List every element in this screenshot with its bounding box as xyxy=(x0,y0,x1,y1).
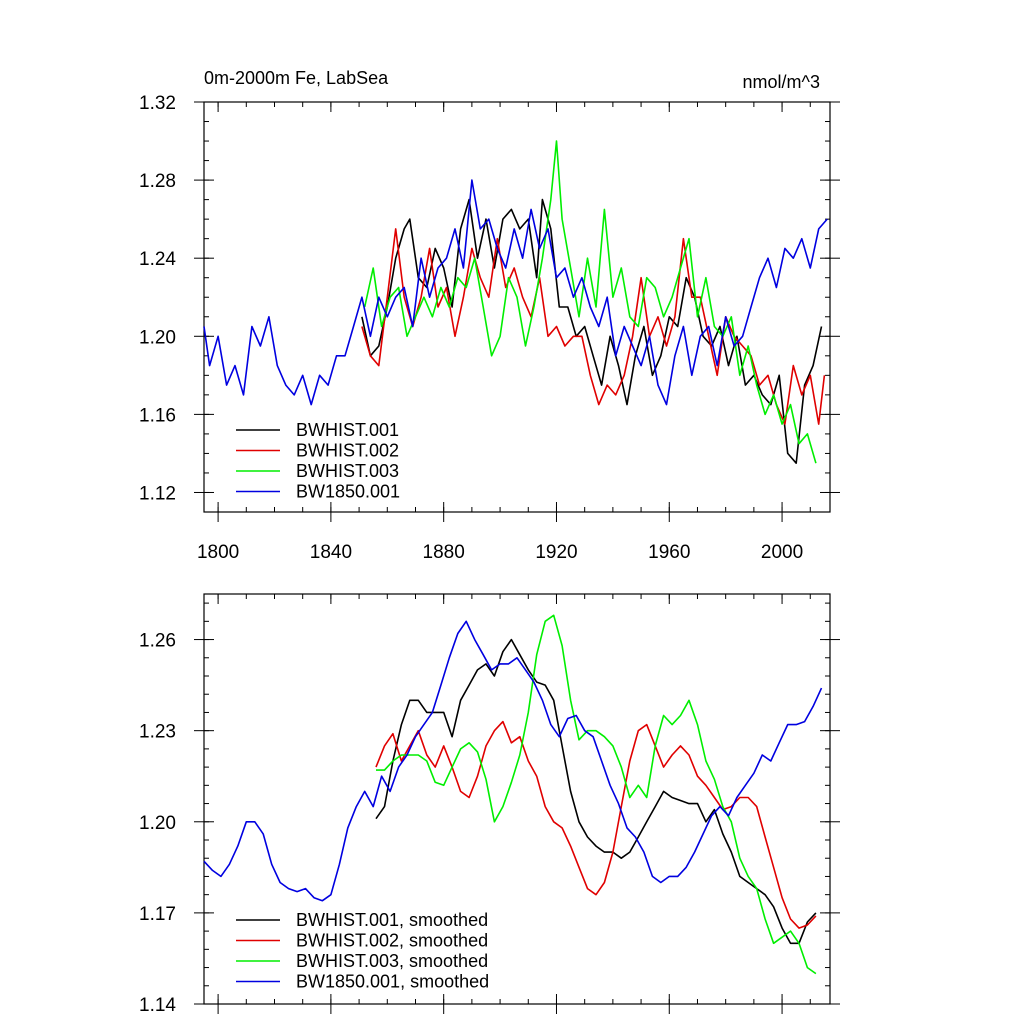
series-line-bwhist-002 xyxy=(361,228,826,425)
y-tick-label: 1.28 xyxy=(139,171,176,192)
legend-label: BWHIST.003 xyxy=(296,461,399,481)
x-tick-label: 2000 xyxy=(761,542,803,563)
series-line-bw1850-001-smoothed xyxy=(203,620,823,902)
series-line-bw1850-001 xyxy=(203,179,828,406)
y-tick-label: 1.26 xyxy=(139,631,176,652)
axes-bottom: 1.14 1.17 1.20 1.23 1.26 xyxy=(139,594,840,1016)
x-tick-label: 1840 xyxy=(310,542,352,563)
x-tick-label: 1920 xyxy=(535,542,577,563)
chart-title: 0m-2000m Fe, LabSea xyxy=(204,68,389,88)
panel-bottom: 1.14 1.17 1.20 1.23 1.26 BWHIST.001, smoothe… xyxy=(139,593,840,1016)
plot-frame-bottom xyxy=(203,593,831,1005)
plot-frame-top xyxy=(203,101,831,513)
y-tick-label: 1.16 xyxy=(139,405,176,426)
units-label: nmol/m^3 xyxy=(743,72,820,92)
legend-label: BWHIST.001, smoothed xyxy=(296,910,488,930)
legend-label: BWHIST.002 xyxy=(296,441,399,461)
series-group-bottom xyxy=(203,614,823,975)
y-tick-label: 1.12 xyxy=(139,483,176,504)
panel-top: 0m-2000m Fe, LabSea nmol/m^3 1.12 1.16 1.2… xyxy=(139,68,840,563)
y-tick-label: 1.17 xyxy=(139,904,176,925)
x-tick-label: 1960 xyxy=(648,542,690,563)
series-group-top xyxy=(203,140,828,465)
y-tick-label: 1.24 xyxy=(139,249,176,270)
y-tick-label: 1.23 xyxy=(139,722,176,743)
legend-label: BWHIST.003, smoothed xyxy=(296,951,488,971)
y-tick-label: 1.20 xyxy=(139,813,176,834)
x-tick-label: 1880 xyxy=(423,542,465,563)
series-line-bwhist-003-smoothed xyxy=(376,614,817,975)
legend-label: BWHIST.002, smoothed xyxy=(296,931,488,951)
x-tick-label: 1800 xyxy=(197,542,239,563)
series-line-bwhist-003 xyxy=(363,140,817,464)
legend-label: BW1850.001, smoothed xyxy=(296,972,489,992)
series-line-bwhist-001 xyxy=(361,198,823,465)
axes-top: 1.12 1.16 1.20 1.24 1.28 1.32 1800 1840 1880 1920… xyxy=(139,93,840,563)
y-tick-label: 1.32 xyxy=(139,93,176,114)
y-tick-label: 1.14 xyxy=(139,995,176,1016)
series-line-bwhist-002-smoothed xyxy=(375,720,817,929)
legend-label: BW1850.001 xyxy=(296,482,400,502)
legend-label: BWHIST.001 xyxy=(296,420,399,440)
y-tick-label: 1.20 xyxy=(139,327,176,348)
series-line-bwhist-001-smoothed xyxy=(375,638,817,945)
